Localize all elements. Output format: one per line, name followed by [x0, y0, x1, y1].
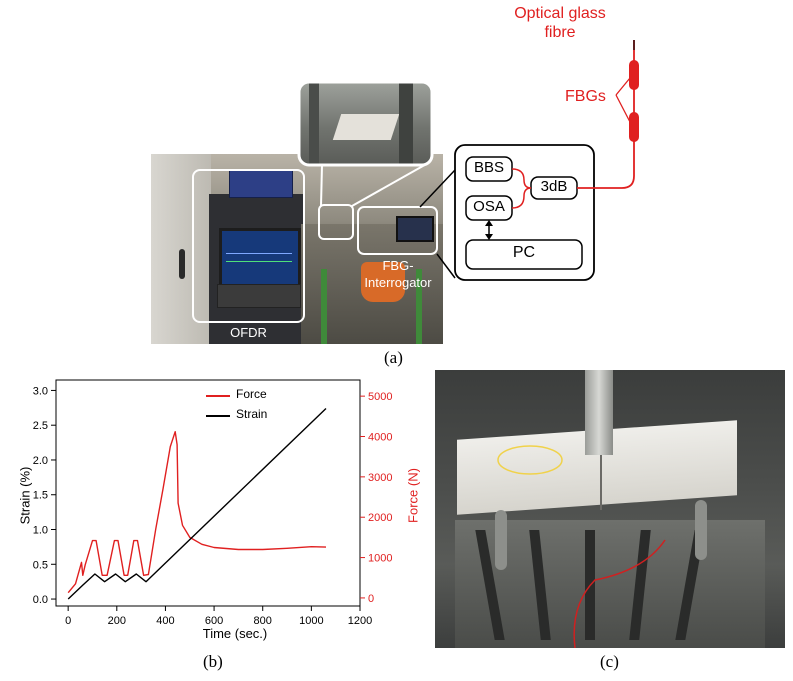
arrow-up-icon [485, 220, 493, 226]
x-tick-label: 1000 [299, 615, 323, 627]
support-roller-2 [695, 500, 707, 560]
x-tick-label: 600 [205, 615, 223, 627]
caption-a: (a) [384, 348, 403, 367]
fibre-osa-coupler [511, 187, 532, 209]
fibre-on-specimen [497, 445, 666, 648]
y-tick-label: 0.5 [33, 559, 48, 571]
strain-force-chart: 0 200 400 600 800 1000 1200 0.0 0.5 1.0 1.5 2.0 2.5 3… [33, 379, 392, 627]
osa-label: OSA [473, 198, 505, 215]
plot-frame [55, 379, 361, 607]
panel-a-overlay [192, 40, 639, 323]
x-tick-label: 200 [108, 615, 126, 627]
orange-bucket [361, 262, 405, 302]
load-piston [585, 370, 613, 455]
coupler-label: 3dB [540, 178, 568, 195]
inset-connector-1 [320, 164, 323, 207]
green-frame [321, 269, 327, 344]
laptop-keyboard [217, 284, 301, 308]
series-line-force [67, 431, 327, 594]
ofdr-label: OFDR [230, 325, 267, 340]
pc-box [465, 239, 583, 270]
bbs-label: BBS [473, 159, 504, 176]
fbgs-label: FBGs [565, 88, 606, 105]
x-tick-label: 800 [254, 615, 272, 627]
y2-tick-label: 0 [368, 593, 374, 605]
fibre-main [577, 40, 635, 189]
machine-frame [399, 82, 413, 165]
x-tick-label: 400 [156, 615, 174, 627]
support-roller [495, 510, 507, 570]
interrogator-frame [357, 206, 438, 255]
legend-strain-label: Strain [236, 407, 268, 421]
y-tick-label: 3.0 [33, 385, 48, 397]
x-axis-label: Time (sec.) [202, 626, 268, 641]
specimen-frame [318, 204, 354, 240]
y2-axis-label: Force (N) [405, 468, 421, 523]
machine-frame-2 [309, 82, 319, 165]
y2-tick-label: 2000 [368, 512, 392, 524]
y-tick-label: 2.0 [33, 455, 48, 467]
caption-b: (b) [203, 652, 223, 671]
fibre-bbs-coupler [511, 168, 532, 189]
optical-fibre-label-2: fibre [544, 24, 576, 41]
series-line-strain [67, 407, 327, 600]
green-frame-2 [416, 269, 422, 344]
inset-frame [297, 80, 434, 167]
specimen-closeup-photo [299, 82, 432, 165]
y2-tick-label: 3000 [368, 472, 392, 484]
ofdr-frame [192, 169, 305, 323]
y-tick-label: 1.5 [33, 490, 48, 502]
y2-tick-label: 1000 [368, 553, 392, 565]
arrow-down-icon [485, 234, 493, 240]
pc-label: PC [512, 244, 536, 261]
fbg-pointer-1 [615, 77, 631, 96]
legend: Force Strain [200, 386, 310, 426]
legend-strain-swatch [206, 415, 230, 417]
x-tick-label: 1200 [348, 615, 372, 627]
fbg-marker-2 [629, 112, 639, 142]
optical-fibre-label-1: Optical glass [514, 5, 606, 22]
schematic-connector-1 [419, 169, 456, 208]
fbg-pointer-2 [615, 94, 631, 123]
door-handle [179, 249, 185, 279]
fbg-interrogator-label-2: Interrogator [364, 275, 432, 290]
inset-connector-2 [351, 161, 431, 207]
specimen-crack [600, 430, 602, 510]
y-tick-label: 2.5 [33, 420, 48, 432]
caption-c: (c) [600, 652, 619, 671]
y-tick-label: 1.0 [33, 525, 48, 537]
x-tick-label: 0 [65, 615, 71, 627]
fbg-interrogator-label-1: FBG- [382, 258, 414, 273]
y-tick-label: 0.0 [33, 594, 48, 606]
legend-force-swatch [206, 395, 230, 397]
legend-force-label: Force [236, 387, 267, 401]
y2-tick-label: 4000 [368, 432, 392, 444]
y2-tick-label: 5000 [368, 391, 392, 403]
bending-test-photo [435, 370, 785, 648]
schematic-connector-2 [436, 253, 456, 279]
fbg-marker-1 [629, 60, 639, 90]
y-axis-label: Strain (%) [17, 466, 33, 525]
small-laptop [396, 216, 434, 242]
